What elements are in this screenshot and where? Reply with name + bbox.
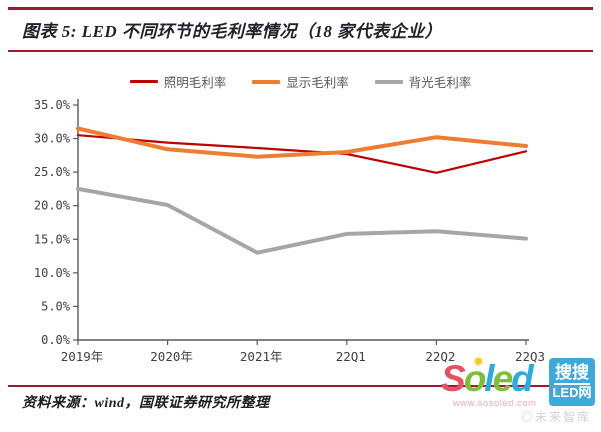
svg-text:5.0%: 5.0%: [41, 299, 71, 313]
legend-label: 背光毛利率: [408, 76, 472, 90]
legend-label: 显示毛利率: [286, 76, 349, 90]
logo-url-text: www.sosoled.com: [453, 398, 537, 409]
legend-item-display: 显示毛利率: [252, 72, 349, 91]
svg-text:0.0%: 0.0%: [41, 333, 71, 347]
svg-text:30.0%: 30.0%: [34, 132, 71, 146]
line-swatch-icon: [129, 80, 158, 83]
svg-text:22Q2: 22Q2: [425, 349, 455, 364]
svg-text:22Q1: 22Q1: [336, 349, 366, 364]
source-note: 资料来源：wind，国联证券研究所整理: [22, 396, 270, 411]
header-bottom-rule: [8, 50, 593, 52]
svg-text:20.0%: 20.0%: [34, 199, 71, 213]
chart-legend: 照明毛利率 显示毛利率 背光毛利率: [0, 72, 601, 91]
sparkle-icon: ✹: [473, 354, 484, 369]
svg-text:35.0%: 35.0%: [34, 98, 71, 112]
svg-text:2019年: 2019年: [61, 349, 104, 364]
header-top-rule: [8, 7, 593, 10]
line-swatch-icon: [252, 79, 281, 84]
faint-watermark-text: ◎未来智库: [520, 410, 591, 424]
legend-label: 照明毛利率: [163, 76, 227, 90]
sosoled-watermark-logo: Soled ✹ 搜搜 LED网 www.sosoled.com ◎未来智库: [441, 354, 599, 426]
legend-item-backlight: 背光毛利率: [374, 72, 472, 91]
footer-rule: [8, 385, 593, 387]
svg-text:2020年: 2020年: [150, 349, 193, 364]
chart-title: 图表 5: LED 不同环节的毛利率情况（18 家代表企业）: [22, 22, 443, 41]
legend-item-lighting: 照明毛利率: [129, 72, 227, 91]
line-chart-area: 0.0% 5.0% 10.0% 15.0% 20.0% 25.0% 30.0% 35.0% 20…: [0, 88, 601, 370]
badge-bottom-label: LED网: [552, 384, 592, 400]
badge-divider: [554, 383, 590, 385]
badge-top-label: 搜搜: [555, 362, 589, 382]
soled-logo-text: Soled: [441, 358, 534, 399]
svg-text:2021年: 2021年: [240, 349, 283, 364]
margin-line-chart-svg: 0.0% 5.0% 10.0% 15.0% 20.0% 25.0% 30.0% 35.0% 20…: [34, 98, 545, 364]
svg-text:25.0%: 25.0%: [34, 165, 71, 179]
svg-text:15.0%: 15.0%: [34, 232, 71, 246]
line-swatch-icon: [374, 79, 403, 84]
svg-text:22Q3: 22Q3: [515, 349, 545, 364]
led-badge: 搜搜 LED网: [549, 358, 595, 406]
svg-text:10.0%: 10.0%: [34, 266, 71, 280]
